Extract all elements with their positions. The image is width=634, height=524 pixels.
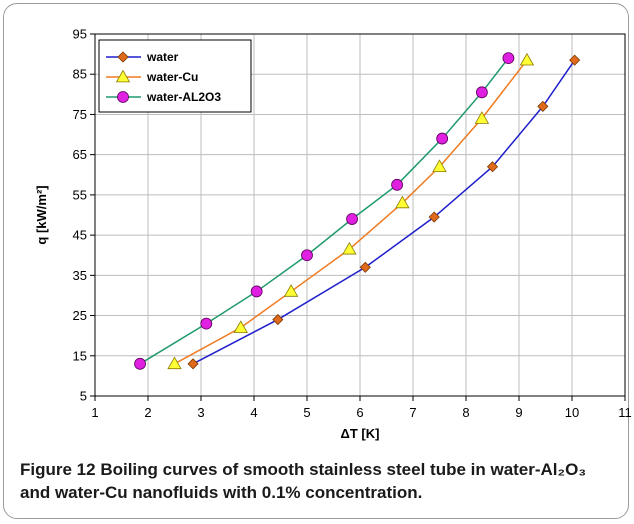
data-point [187,358,199,370]
legend-marker [117,91,129,103]
x-tick-label: 7 [409,405,416,420]
legend-marker [117,51,129,63]
legend-marker [115,69,131,83]
data-point [272,314,284,326]
data-point [250,285,263,298]
y-tick-label: 35 [73,268,87,283]
x-tick-label: 8 [462,405,469,420]
y-tick-labels: 5 15 25 35 45 55 65 75 85 95 [73,27,95,404]
x-tick-label: 11 [618,405,632,420]
series-line [174,59,528,365]
data-point [134,357,146,370]
data-point [486,161,499,173]
data-point [475,86,488,99]
legend: water water-Cu water-AL2O3 [98,39,252,113]
data-point [346,213,358,225]
data-point [359,261,371,273]
y-tick-label: 45 [73,228,87,243]
caption-text: Boiling curves of smooth stainless steel… [20,460,587,502]
x-tick-label: 6 [356,405,363,420]
data-point [395,195,410,209]
x-tick-label: 2 [144,405,151,420]
data-point [342,241,357,255]
grid [95,34,625,396]
series-water-Cu [167,52,535,370]
legend-entry: water-AL2O3 [106,90,221,104]
figure-caption: Figure 12 Boiling curves of smooth stain… [20,458,620,504]
data-point [428,211,440,223]
data-point [432,159,447,173]
figure-label: Figure 12 [20,460,96,479]
data-point [436,132,449,145]
x-tick-label: 5 [303,405,310,420]
series-water [187,54,581,370]
y-tick-label: 15 [73,348,87,363]
data-point [233,320,248,333]
data-point [167,356,182,370]
y-tick-label: 25 [73,308,87,323]
x-tick-label: 9 [515,405,522,420]
legend-entry: water-Cu [106,69,198,84]
y-tick-label: 65 [73,147,87,162]
legend-label: water-Cu [146,70,198,84]
y-tick-label: 5 [80,389,87,404]
data-point [502,52,515,65]
data-point [474,111,490,124]
data-point [569,54,581,66]
legend-entry: water [106,50,179,64]
data-point [283,284,299,297]
data-point [519,52,535,66]
data-point [200,317,213,330]
legend-label: water-AL2O3 [146,90,221,104]
y-axis-title: q [kW/m²] [34,185,49,244]
data-point [301,249,313,262]
x-tick-label: 10 [565,405,579,420]
x-axis-title: ΔT [K] [341,426,380,441]
y-tick-label: 55 [73,187,87,202]
legend-label: water [146,50,179,64]
x-tick-label: 3 [197,405,204,420]
x-tick-labels: 1 2 3 4 5 6 7 8 9 10 11 [91,396,632,420]
y-tick-label: 75 [73,107,87,122]
series-water-AL2O3 [134,52,515,370]
series-layer [134,52,581,370]
x-tick-label: 4 [250,405,257,420]
y-tick-label: 85 [73,67,87,82]
x-tick-label: 1 [91,405,98,420]
data-point [537,100,549,112]
y-tick-label: 95 [73,27,87,42]
data-point [391,178,404,191]
